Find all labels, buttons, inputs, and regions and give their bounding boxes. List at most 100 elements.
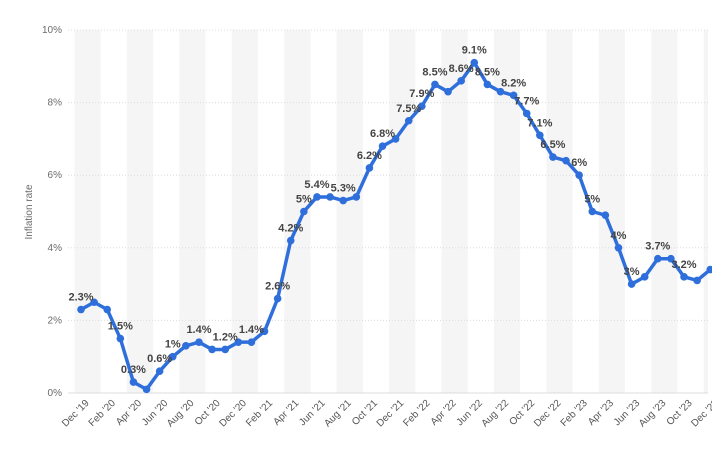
data-point	[234, 338, 243, 346]
data-labels: 2.3% 1.5% 0.3%0.6% 1% 1.4%1.2%1.4% 2.6% 4.2% 5%…	[68, 45, 696, 376]
data-point	[680, 273, 688, 281]
column-band	[389, 30, 416, 393]
data-label: 0.6%	[147, 353, 172, 365]
data-point	[614, 244, 623, 252]
data-point	[444, 87, 452, 96]
data-label: 7.9%	[409, 88, 434, 100]
column-band	[703, 30, 708, 393]
data-point	[155, 367, 164, 376]
x-tick-label: Apr '23	[586, 398, 616, 428]
column-band	[336, 30, 363, 393]
data-point	[509, 91, 518, 100]
x-tick-label: Feb '23	[559, 398, 590, 429]
column-band	[546, 30, 573, 393]
data-point	[286, 236, 295, 245]
data-label: 0.3%	[121, 364, 146, 376]
x-tick-label: Apr '20	[114, 398, 144, 428]
column-band	[74, 30, 101, 393]
data-label: 2.6%	[265, 281, 290, 293]
y-tick-label: 6%	[48, 170, 63, 181]
data-point	[77, 305, 85, 314]
data-point	[129, 378, 138, 386]
data-point	[378, 142, 387, 150]
data-label: 1.4%	[186, 324, 211, 336]
data-label: 6%	[571, 157, 587, 169]
data-point	[601, 211, 610, 219]
data-point	[693, 276, 701, 285]
data-point	[221, 345, 230, 354]
y-tick-label: 4%	[48, 243, 63, 254]
data-point	[536, 131, 544, 140]
data-point	[627, 280, 636, 288]
x-tick-label: Apr '21	[271, 398, 301, 428]
data-label: 5.3%	[331, 183, 356, 195]
gridlines	[68, 29, 708, 394]
data-point	[431, 80, 439, 89]
data-label: 1.5%	[108, 321, 133, 333]
x-tick-label: Feb '20	[87, 398, 118, 429]
x-tick-label: Aug '22	[480, 398, 512, 430]
x-tick-label: Dec '22	[532, 398, 564, 430]
data-point	[418, 102, 426, 111]
column-band	[179, 30, 206, 393]
y-tick-label: 0%	[48, 388, 63, 399]
data-point	[667, 254, 675, 263]
x-tick-label: Aug '21	[322, 398, 354, 430]
data-point	[549, 153, 557, 161]
y-axis-ticks: 0% 2% 4% 6% 8% 10%	[42, 25, 62, 399]
data-point	[273, 294, 282, 303]
data-label: 8.2%	[501, 77, 526, 89]
column-band	[126, 30, 154, 393]
x-tick-label: Apr '22	[429, 398, 459, 428]
data-point	[522, 109, 531, 118]
data-point	[391, 135, 400, 143]
data-point	[470, 58, 479, 67]
column-band	[598, 30, 626, 393]
data-point	[706, 265, 712, 274]
data-point	[300, 207, 308, 216]
data-point	[339, 196, 347, 205]
data-label: 1.4%	[239, 324, 264, 336]
data-label: 9.1%	[462, 45, 487, 57]
data-label: 6.5%	[540, 139, 565, 151]
data-point	[142, 385, 151, 394]
data-label: 3.7%	[645, 241, 670, 253]
data-label: 6.2%	[357, 150, 382, 162]
data-label: 8.6%	[449, 63, 474, 75]
x-tick-label: Feb '22	[401, 398, 432, 429]
data-point	[496, 87, 505, 96]
data-label: 7.7%	[514, 95, 539, 107]
data-point	[457, 77, 465, 85]
data-label: 7.1%	[527, 117, 552, 129]
data-label: 3.2%	[671, 259, 696, 271]
data-point	[313, 193, 321, 201]
data-label: 1%	[165, 339, 181, 351]
x-tick-label: Dec '19	[60, 398, 92, 430]
data-label: 5%	[296, 194, 312, 206]
column-band	[231, 30, 258, 393]
data-point	[575, 171, 583, 179]
y-axis-label: Inflation rate	[24, 184, 35, 239]
data-label: 3%	[624, 266, 640, 278]
data-point	[195, 338, 203, 346]
data-label: 8.5%	[422, 66, 447, 78]
data-point	[90, 298, 98, 307]
x-tick-label: Dec '21	[375, 398, 407, 430]
data-label: 2.3%	[68, 292, 93, 304]
data-point	[116, 334, 125, 343]
data-label: 4.2%	[278, 223, 303, 235]
x-tick-label: Aug '20	[165, 398, 197, 430]
data-label: 8.5%	[475, 66, 500, 78]
data-point	[365, 164, 374, 172]
x-tick-label: Aug '23	[637, 398, 669, 430]
data-label: 7.5%	[396, 103, 421, 115]
data-point	[588, 207, 597, 216]
y-tick-label: 8%	[48, 98, 63, 109]
data-point	[247, 338, 256, 346]
data-point	[562, 156, 570, 165]
data-point	[640, 273, 649, 281]
data-label: 6.8%	[370, 128, 395, 140]
data-point	[260, 327, 269, 336]
